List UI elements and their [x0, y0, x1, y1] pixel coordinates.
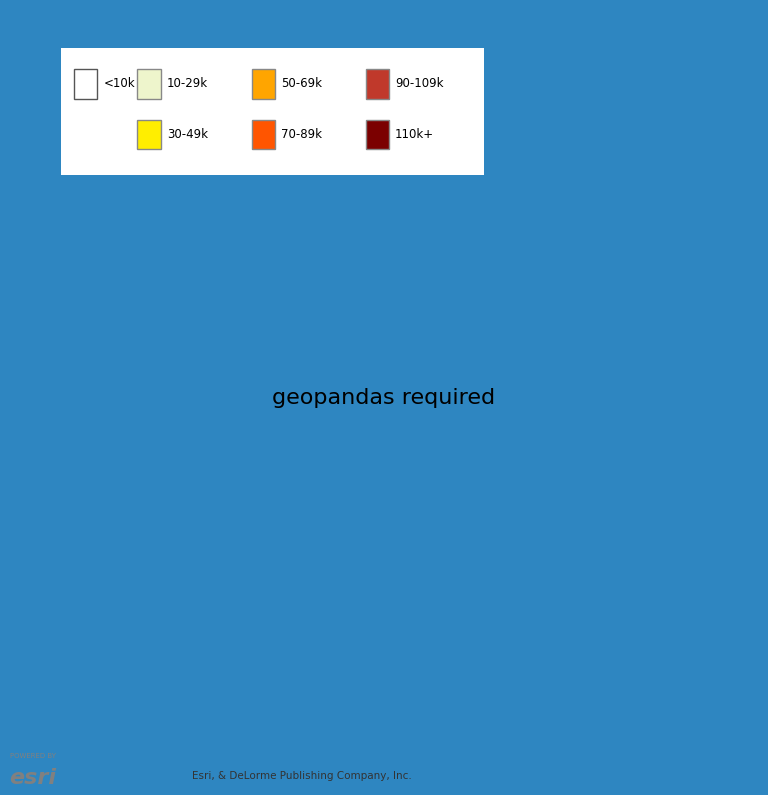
Text: 10-29k: 10-29k	[167, 77, 208, 91]
Text: 30-49k: 30-49k	[167, 128, 208, 142]
Text: 50-69k: 50-69k	[281, 77, 322, 91]
Bar	[366, 120, 389, 149]
FancyBboxPatch shape	[59, 45, 486, 177]
Text: geopandas required: geopandas required	[273, 387, 495, 408]
Bar	[137, 120, 161, 149]
Bar	[252, 69, 275, 99]
Text: <10k: <10k	[104, 77, 135, 91]
Bar	[74, 69, 98, 99]
Bar	[366, 69, 389, 99]
Text: Esri, & DeLorme Publishing Company, Inc.: Esri, & DeLorme Publishing Company, Inc.	[192, 770, 412, 781]
Bar	[252, 120, 275, 149]
Text: 70-89k: 70-89k	[281, 128, 322, 142]
Bar	[137, 69, 161, 99]
Text: 110k+: 110k+	[396, 128, 434, 142]
Text: 90-109k: 90-109k	[396, 77, 444, 91]
